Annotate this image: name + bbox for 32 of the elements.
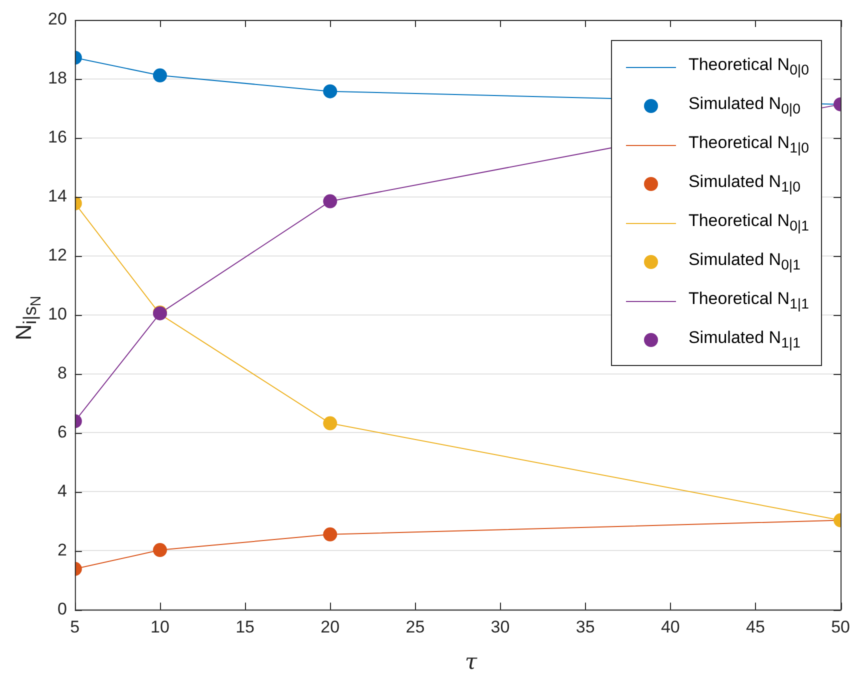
y-tick-label: 6 (57, 422, 67, 442)
legend-label: Theoretical N$_{0|0}$ (688, 54, 809, 78)
x-tick-label: 50 (831, 617, 850, 636)
x-tick-label: 15 (236, 617, 255, 636)
x-tick-label: 40 (660, 617, 680, 636)
x-tick-label: 25 (406, 617, 425, 636)
y-tick-label: 10 (48, 304, 67, 324)
legend-label: Theoretical N$_{1|1}$ (688, 288, 809, 312)
y-tick-label: 14 (48, 186, 67, 206)
legend-label: Theoretical N$_{0|1}$ (688, 210, 809, 234)
x-tick-label: 45 (746, 617, 765, 636)
legend-label: Simulated N$_{0|0}$ (688, 94, 800, 118)
y-tick-label: 8 (57, 363, 67, 382)
x-tick-label: 10 (150, 617, 170, 636)
y-tick-label: 2 (57, 540, 67, 560)
point (323, 84, 338, 98)
y-tick-label: 0 (57, 599, 67, 618)
legend-label: Simulated N$_{1|1}$ (688, 328, 800, 352)
y-tick-label: 18 (48, 68, 67, 88)
y-tick-label: 12 (48, 246, 67, 265)
x-tick-label: 35 (576, 617, 595, 636)
x-tick-label: 5 (70, 617, 80, 636)
legend-label: Simulated N$_{0|1}$ (688, 250, 800, 274)
x-axis-title: τ (464, 650, 478, 675)
x-tick-label: 20 (320, 617, 340, 636)
point (323, 527, 338, 542)
legend-label: Theoretical N$_{1|0}$ (688, 132, 809, 156)
y-tick-label: 16 (48, 128, 67, 147)
x-tick-label: 30 (490, 617, 510, 636)
y-tick-label: 4 (57, 481, 67, 500)
y-tick-label: 20 (48, 10, 67, 29)
legend-label: Simulated N$_{1|0}$ (688, 172, 800, 196)
